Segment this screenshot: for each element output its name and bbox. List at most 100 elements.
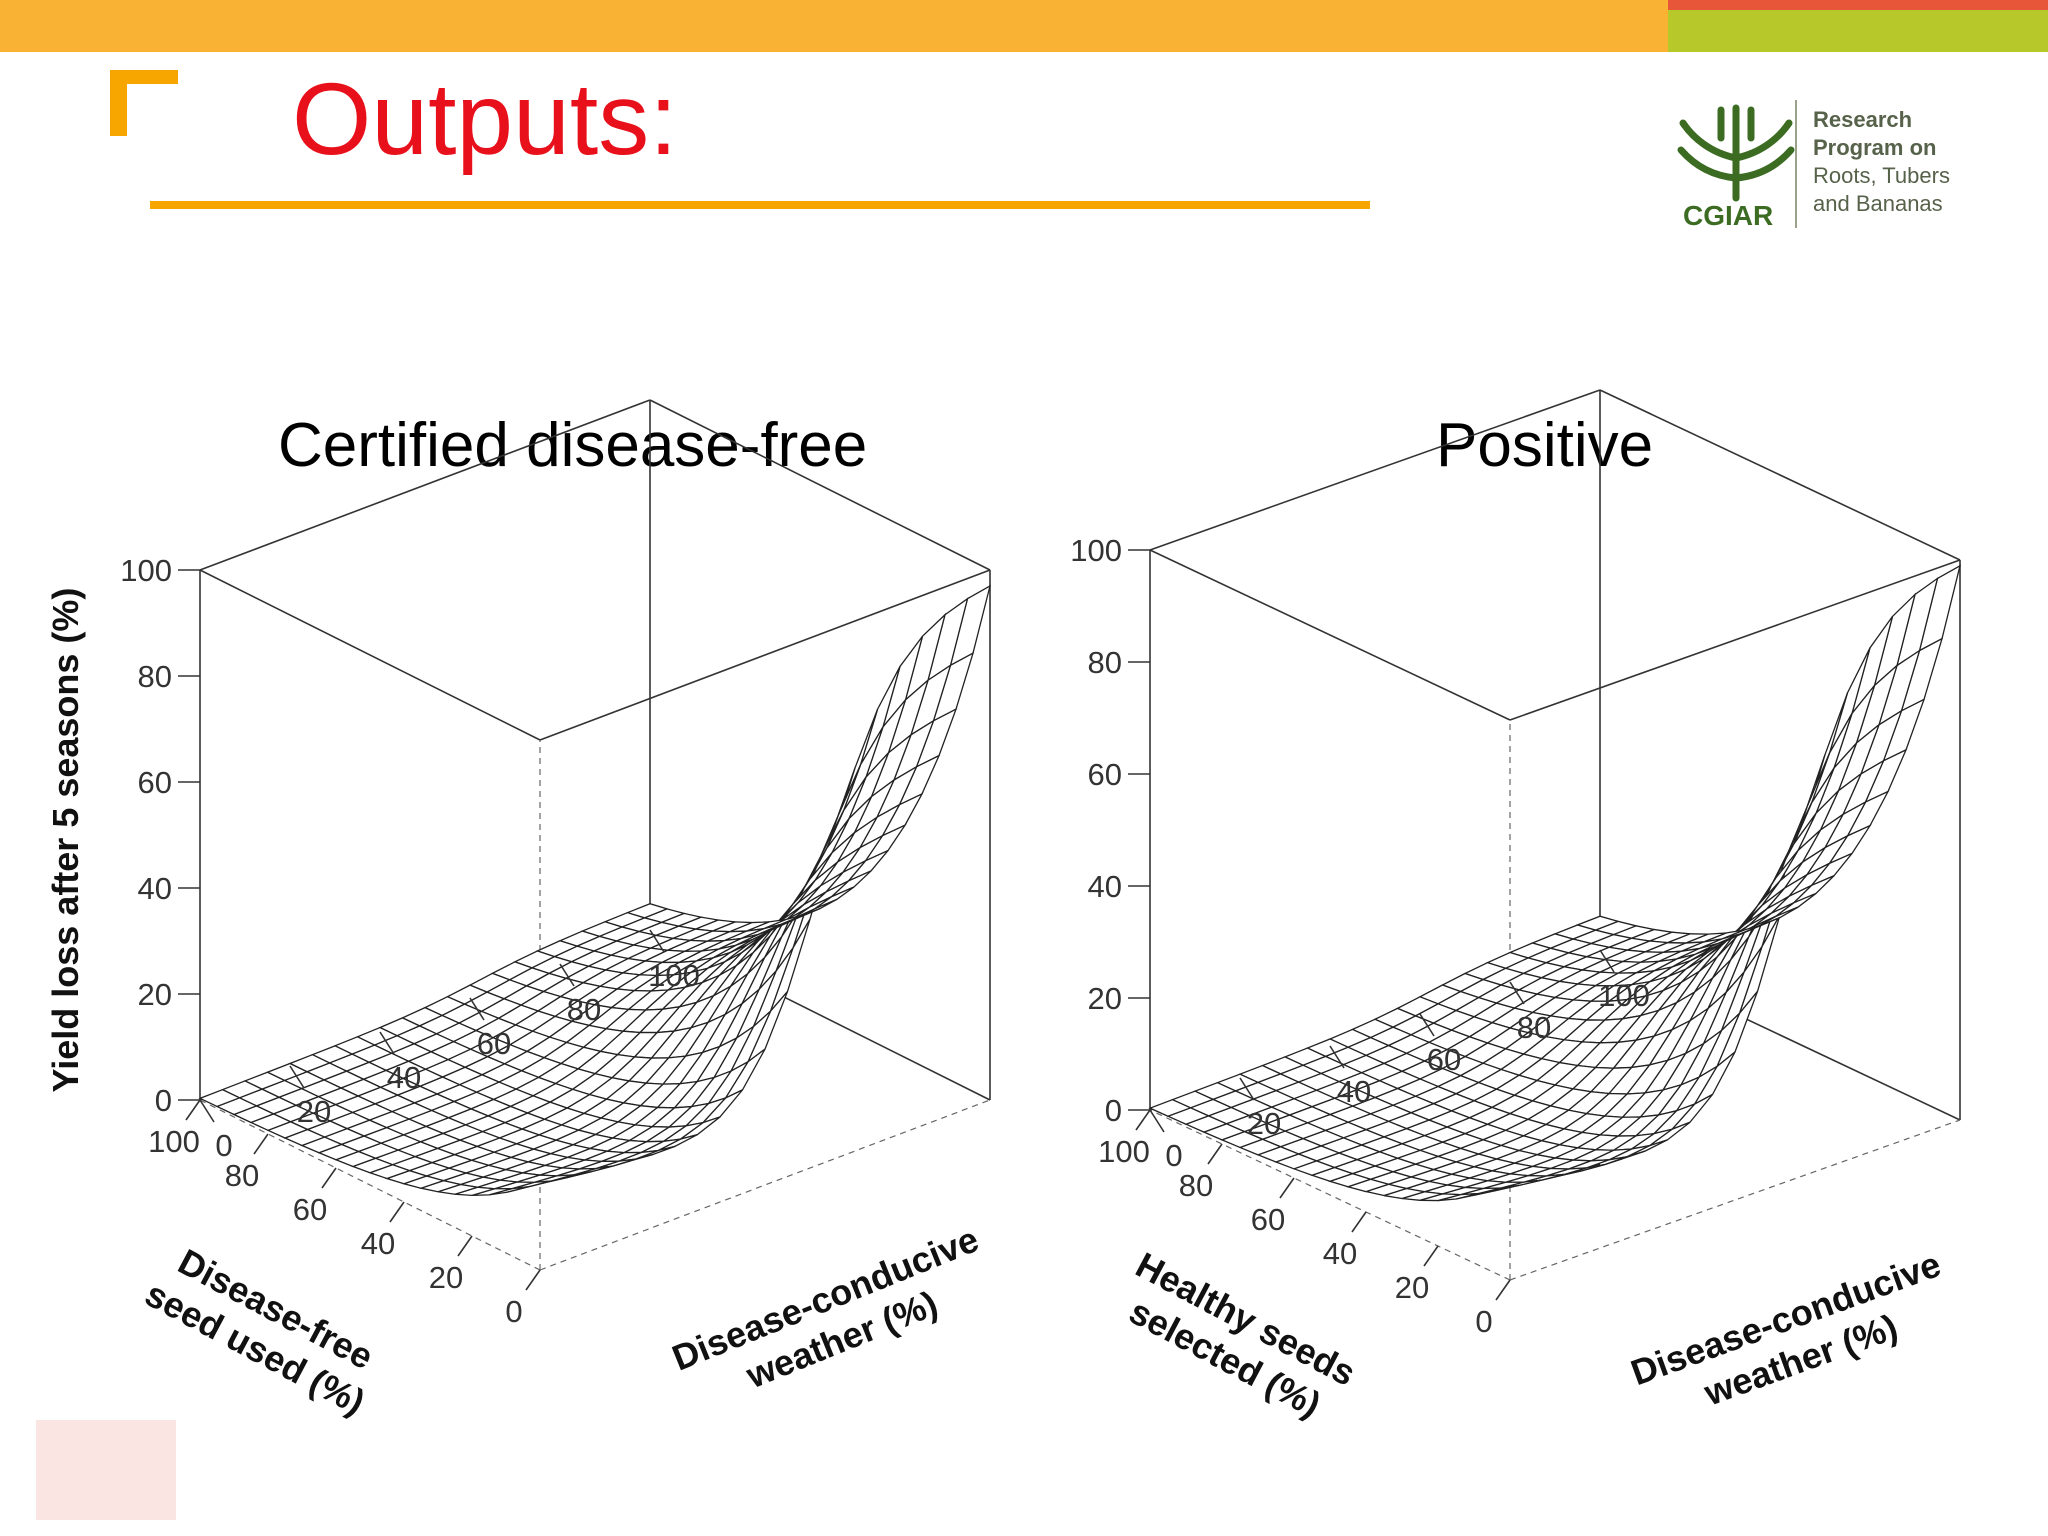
y-tick-mark	[1419, 1013, 1435, 1037]
y-tick-mark	[1149, 1109, 1165, 1133]
wheat-plant-icon	[1677, 104, 1795, 202]
x-tick-label: 80	[1179, 1168, 1213, 1203]
y-tick-label: 60	[477, 1026, 511, 1061]
top-accent-bar	[0, 0, 2048, 52]
chart-1-z-axis: 0 20 40 60 80 100	[120, 553, 200, 1118]
z-tick-label: 20	[1088, 981, 1122, 1016]
y-tick-label: 100	[1598, 978, 1650, 1013]
x-tick-label: 40	[1323, 1236, 1357, 1271]
logo-line-1: Research	[1813, 107, 1913, 132]
y-tick-mark	[559, 963, 575, 987]
box-edge	[199, 399, 651, 571]
z-tick-label: 40	[138, 871, 172, 906]
z-tick-label: 40	[1088, 869, 1122, 904]
z-tick-label: 80	[1088, 645, 1122, 680]
z-tick-label: 60	[1088, 757, 1122, 792]
chart-2-title: Positive	[1436, 411, 1654, 480]
chart-2-mesh	[1148, 564, 1961, 1202]
y-tick-label: 80	[1517, 1010, 1551, 1045]
y-tick-label: 100	[648, 958, 700, 993]
chart-1-title: Certified disease-free	[278, 411, 868, 480]
y-tick-label: 40	[387, 1060, 421, 1095]
x-tick-label: 20	[429, 1260, 463, 1295]
x-tick-mark	[1423, 1245, 1439, 1267]
x-tick-label: 80	[225, 1158, 259, 1193]
chart-1-y-axis: 0 20 40 60 80 100	[199, 929, 700, 1163]
z-tick-label: 20	[138, 977, 172, 1012]
top-bar-red	[1668, 0, 2048, 10]
surface-cell	[1148, 1098, 1193, 1117]
slide-title: Outputs:	[292, 62, 678, 176]
corner-bracket-mark	[110, 70, 178, 136]
z-tick-label: 80	[138, 659, 172, 694]
top-bar-orange	[0, 0, 1668, 52]
logo-line-3: Roots, Tubers	[1813, 163, 1950, 188]
logo-line-4: and Bananas	[1813, 191, 1943, 216]
y-tick-mark	[1599, 949, 1615, 973]
x-tick-label: 0	[505, 1294, 522, 1329]
y-tick-label: 80	[567, 992, 601, 1027]
z-tick-label: 60	[138, 765, 172, 800]
y-tick-mark	[1239, 1077, 1255, 1101]
x-tick-label: 40	[361, 1226, 395, 1261]
y-tick-label: 40	[1337, 1074, 1371, 1109]
y-tick-mark	[469, 997, 485, 1021]
box-edge	[649, 399, 991, 571]
logo-line-2: Program on	[1813, 135, 1937, 160]
y-tick-label: 60	[1427, 1042, 1461, 1077]
chart-1-mesh	[198, 584, 992, 1197]
y-tick-mark	[289, 1065, 305, 1089]
logo-acronym: CGIAR	[1683, 200, 1774, 231]
x-tick-mark	[1351, 1211, 1367, 1233]
x-tick-label: 100	[1098, 1134, 1150, 1169]
box-edge	[539, 569, 991, 741]
y-tick-label: 20	[1247, 1106, 1281, 1141]
x-tick-label: 100	[148, 1124, 200, 1159]
x-tick-mark	[457, 1235, 473, 1257]
x-tick-mark	[1495, 1279, 1511, 1301]
x-tick-mark	[185, 1099, 201, 1121]
y-tick-mark	[199, 1099, 215, 1123]
y-tick-mark	[379, 1031, 395, 1055]
surface-cell	[198, 1088, 242, 1108]
box-edge	[1149, 389, 1601, 551]
box-edge	[1599, 389, 1961, 561]
cgiar-rtb-logo: CGIAR Research Program on Roots, Tubers …	[1665, 92, 2005, 252]
z-tick-label: 100	[120, 553, 172, 588]
logo-text: Research Program on Roots, Tubers and Ba…	[1813, 106, 1950, 218]
x-tick-mark	[253, 1133, 269, 1155]
chart-2-surface-plot: 0 20 40 60 80 100 0 20 40 60 80 100 0 20 40 60 80 100 Heal…	[1070, 389, 1961, 1425]
chart-1-z-axis-title: Yield loss after 5 seasons (%)	[45, 588, 86, 1093]
chart-2-z-axis: 0 20 40 60 80 100	[1070, 533, 1150, 1128]
x-tick-mark	[1279, 1177, 1295, 1199]
x-tick-mark	[1207, 1143, 1223, 1165]
z-tick-label: 100	[1070, 533, 1122, 568]
y-tick-label: 0	[215, 1128, 232, 1163]
x-tick-mark	[525, 1269, 541, 1291]
y-tick-mark	[1509, 981, 1525, 1005]
chart-2-y-axis: 0 20 40 60 80 100	[1149, 949, 1650, 1173]
x-tick-mark	[321, 1167, 337, 1189]
y-tick-label: 20	[297, 1094, 331, 1129]
x-tick-label: 20	[1395, 1270, 1429, 1305]
z-tick-label: 0	[155, 1083, 172, 1118]
box-hidden-edge	[1509, 1119, 1961, 1281]
box-edge	[1149, 549, 1511, 721]
box-hidden-edge	[199, 1099, 541, 1271]
y-tick-mark	[649, 929, 665, 953]
x-tick-mark	[389, 1201, 405, 1223]
left-decor-block	[36, 1420, 176, 1520]
z-tick-label: 0	[1105, 1093, 1122, 1128]
x-tick-label: 60	[293, 1192, 327, 1227]
box-hidden-edge	[539, 1099, 991, 1271]
box-hidden-edge	[1149, 1109, 1511, 1281]
logo-separator	[1795, 100, 1797, 228]
x-tick-label: 60	[1251, 1202, 1285, 1237]
y-tick-mark	[1329, 1045, 1345, 1069]
chart-1-surface-plot: 0 20 40 60 80 100 0 20 40 60 80 100 0 20 40 60 80 100 Dise…	[120, 399, 992, 1423]
chart-2-x-axis: 0 20 40 60 80 100	[1098, 1109, 1511, 1339]
